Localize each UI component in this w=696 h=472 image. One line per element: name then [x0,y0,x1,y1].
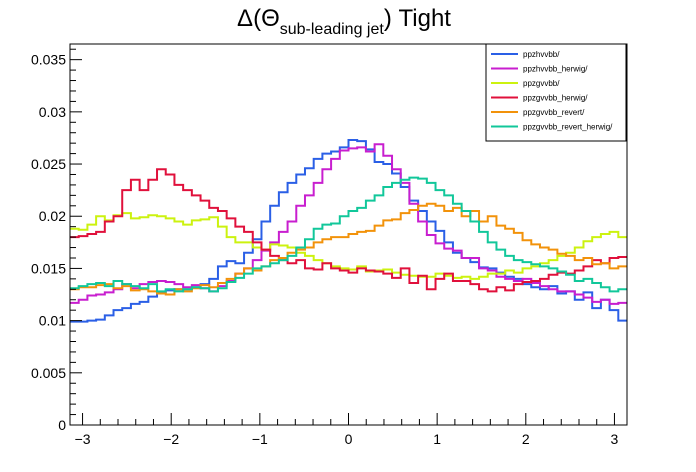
legend-box [485,43,627,142]
y-tick-label: 0.035 [31,52,66,68]
legend: ppzhvvbb/ppzhvvbb_herwig/ppzgvvbb/ppzgvv… [485,43,627,142]
y-tick-label: 0.03 [39,104,66,120]
x-tick-label: −2 [163,431,179,447]
x-tick-label: 0 [345,431,353,447]
chart-title-prefix: Δ(Θ [237,5,280,32]
series-line-3 [70,168,627,293]
y-tick-label: 0.02 [39,208,66,224]
y-tick-label: 0.015 [31,260,66,276]
x-tick-label: −1 [252,431,268,447]
series-line-1 [70,143,627,305]
x-tick-label: 2 [522,431,530,447]
series-layer [70,139,627,323]
x-tick-label: 1 [433,431,441,447]
y-tick-label: 0.005 [31,365,66,381]
legend-label-1: ppzhvvbb_herwig/ [523,65,588,74]
y-tick-label: 0 [58,417,66,433]
y-tick-label: 0.025 [31,156,66,172]
chart-title-subscript: sub-leading jet [280,21,385,38]
series-line-5 [70,176,627,293]
series-line-2 [70,212,627,280]
series-line-4 [70,202,627,296]
legend-label-0: ppzhvvbb/ [523,50,560,59]
chart-title-suffix: ) Tight [384,5,451,32]
x-tick-label: −3 [75,431,91,447]
chart-title: Δ(Θsub-leading jet) Tight [237,5,451,38]
x-tick-label: 3 [611,431,619,447]
axes-layer: 0 0.005 0.01 0.015 0.02 0.025 0.03 0.035 −3 −2 −1 0… [31,43,628,447]
legend-label-4: ppzgvvbb_revert/ [523,108,585,117]
legend-label-5: ppzgvvbb_revert_herwig/ [523,123,613,132]
y-tick-label: 0.01 [39,313,66,329]
legend-label-3: ppzgvvbb_herwig/ [523,94,588,103]
legend-label-2: ppzgvvbb/ [523,79,560,88]
